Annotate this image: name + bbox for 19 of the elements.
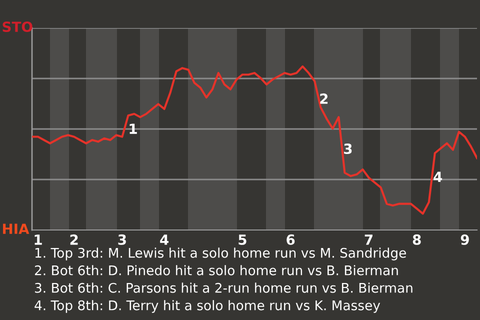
x-tick-label: 2	[70, 234, 78, 245]
annotation: 3	[344, 144, 352, 154]
text: 2. Bot 6th: D. Pinedo hit a solo home run vs B. Bierman	[34, 265, 398, 276]
text: 3. Bot 6th: C. Parsons hit a 2-run home run vs B. Bierman	[35, 282, 412, 293]
x-tick-label: 1	[34, 234, 42, 245]
text: 4. Top 8th: D. Terry hit a solo home run vs K. Massey	[34, 300, 380, 313]
text: HIA	[3, 224, 30, 234]
x-tick-label: 4	[160, 234, 168, 245]
annotation: 4	[434, 172, 442, 182]
x-tick-label: 5	[238, 234, 246, 245]
annotation: 1	[130, 124, 137, 134]
x-tick-label: 9	[460, 234, 469, 245]
x-tick-label: 7	[364, 234, 372, 245]
x-tick-label: 3	[118, 234, 126, 245]
text: 1. Top 3rd: M. Lewis hit a solo home run vs M. Sandridge	[35, 248, 406, 260]
text: STO	[2, 22, 32, 32]
x-tick-label: 6	[286, 234, 295, 245]
x-tick-label: 8	[412, 234, 421, 245]
annotation: 2	[320, 93, 328, 104]
